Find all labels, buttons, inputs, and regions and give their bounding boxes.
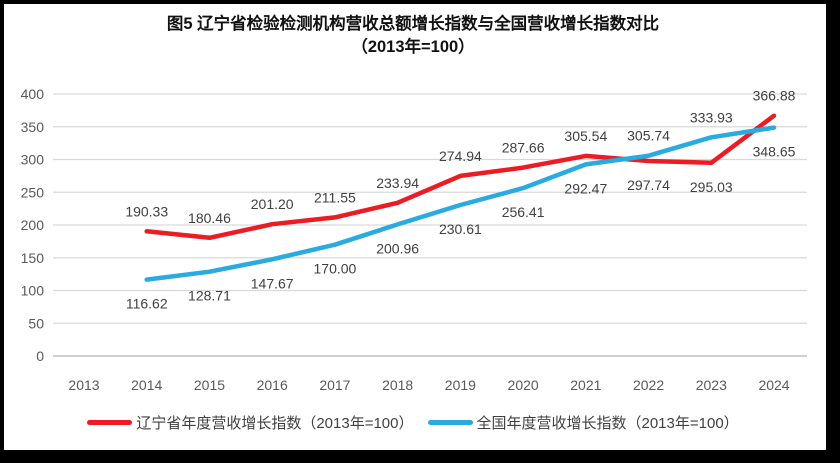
chart-legend: 辽宁省年度营收增长指数（2013年=100） 全国年度营收增长指数（2013年=… bbox=[0, 412, 826, 433]
legend-item-liaoning: 辽宁省年度营收增长指数（2013年=100） bbox=[87, 412, 414, 433]
y-tick-label: 400 bbox=[21, 86, 45, 102]
y-tick-label: 250 bbox=[21, 184, 45, 200]
x-tick-label-2018: 2018 bbox=[382, 377, 413, 393]
data-label: 116.62 bbox=[126, 296, 168, 312]
data-label: 333.93 bbox=[690, 109, 733, 125]
data-label: 256.41 bbox=[502, 204, 545, 220]
y-tick-label: 200 bbox=[21, 217, 45, 233]
legend-line-sample-red bbox=[87, 420, 133, 425]
chart-title: 图5 辽宁省检验检测机构营收总额增长指数与全国营收增长指数对比 （2013年=1… bbox=[0, 13, 826, 59]
data-label: 274.94 bbox=[439, 148, 482, 164]
legend-line-sample-blue bbox=[427, 420, 473, 425]
y-tick-label: 350 bbox=[21, 119, 45, 135]
series-line-0 bbox=[144, 113, 777, 241]
data-label: 287.66 bbox=[502, 140, 545, 156]
x-tick-label-2015: 2015 bbox=[194, 377, 225, 393]
data-label: 170.00 bbox=[314, 261, 357, 277]
data-label: 128.71 bbox=[188, 288, 231, 304]
data-label: 230.61 bbox=[439, 221, 482, 237]
chart-title-line2: （2013年=100） bbox=[351, 38, 475, 56]
chart-title-line1: 图5 辽宁省检验检测机构营收总额增长指数与全国营收增长指数对比 bbox=[166, 15, 660, 33]
data-label: 305.74 bbox=[627, 128, 670, 144]
legend-item-national: 全国年度营收增长指数（2013年=100） bbox=[427, 412, 739, 433]
y-tick-label: 100 bbox=[21, 283, 45, 299]
data-label: 211.55 bbox=[314, 189, 356, 205]
data-label: 348.65 bbox=[753, 144, 796, 160]
x-tick-label-2017: 2017 bbox=[319, 377, 350, 393]
y-tick-label: 0 bbox=[36, 348, 44, 364]
x-tick-label-2013: 2013 bbox=[68, 377, 99, 393]
x-tick-label-2019: 2019 bbox=[445, 377, 476, 393]
data-label: 305.54 bbox=[564, 128, 607, 144]
y-tick-label: 300 bbox=[21, 152, 45, 168]
legend-label-liaoning: 辽宁省年度营收增长指数（2013年=100） bbox=[136, 415, 414, 432]
y-tick-label: 50 bbox=[28, 315, 44, 331]
x-tick-label-2014: 2014 bbox=[131, 377, 162, 393]
x-tick-label-2023: 2023 bbox=[696, 377, 727, 393]
x-tick-label-2020: 2020 bbox=[508, 377, 539, 393]
series-line-1 bbox=[144, 125, 777, 282]
data-label: 292.47 bbox=[564, 180, 607, 196]
data-label: 233.94 bbox=[376, 175, 419, 191]
data-label: 201.20 bbox=[251, 196, 294, 212]
x-tick-label-2022: 2022 bbox=[633, 377, 664, 393]
data-label: 180.46 bbox=[188, 210, 231, 226]
legend-label-national: 全国年度营收增长指数（2013年=100） bbox=[476, 415, 739, 432]
data-label: 297.74 bbox=[627, 177, 670, 193]
data-label: 147.67 bbox=[251, 275, 294, 291]
data-label: 295.03 bbox=[690, 179, 733, 195]
data-label: 366.88 bbox=[753, 88, 796, 104]
x-tick-label-2021: 2021 bbox=[570, 377, 601, 393]
data-label: 200.96 bbox=[376, 240, 419, 256]
x-tick-label-2024: 2024 bbox=[758, 377, 789, 393]
y-tick-label: 150 bbox=[21, 250, 45, 266]
x-tick-label-2016: 2016 bbox=[257, 377, 288, 393]
data-label: 190.33 bbox=[125, 203, 168, 219]
